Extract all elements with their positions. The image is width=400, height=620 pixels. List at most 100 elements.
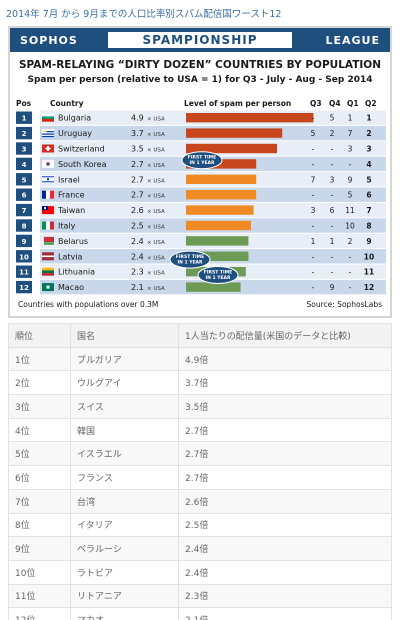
table-cell-country: イタリア — [70, 512, 179, 538]
rank-q4: 5 — [330, 114, 335, 123]
value-label: 3.7 — [131, 129, 144, 138]
country-label: Lithuania — [58, 268, 95, 277]
value-label: 2.4 — [131, 252, 144, 261]
spampionship-infographic: SOPHOS SPAMPIONSHIP LEAGUE SPAM-RELAYING… — [8, 26, 392, 318]
pos-label: 11 — [19, 269, 29, 277]
unit-label: × USA — [147, 225, 165, 231]
page-heading: 2014年 7月 から 9月までの人口比率別スパム配信国ワースト12 — [6, 9, 282, 20]
table-header-amount: 1人当たりの配信量(米国のデータと比較) — [178, 323, 392, 348]
uruguay-flag-icon — [42, 129, 54, 138]
rank-q3: - — [312, 145, 315, 154]
table-cell-amount: 2.7倍 — [178, 417, 392, 443]
rank-q4: - — [331, 160, 334, 169]
pos-box — [16, 157, 32, 171]
rank-q3: - — [312, 160, 315, 169]
pos-label: 4 — [22, 161, 27, 169]
rank-q4: 2 — [330, 129, 335, 138]
unit-label: × USA — [147, 163, 165, 169]
data-bar — [186, 251, 249, 261]
pos-box — [16, 219, 32, 232]
table-cell-rank: 7位 — [8, 488, 71, 514]
switzerland-flag-icon — [42, 144, 54, 153]
rank-q2: 4 — [366, 160, 371, 169]
pos-box — [16, 111, 32, 124]
table-cell-rank: 4位 — [8, 417, 71, 443]
banner-center-box: SPAMPIONSHIP — [106, 30, 294, 50]
value-label: 2.7 — [131, 175, 144, 184]
value-label: 2.4 — [131, 237, 144, 246]
pos-label: 3 — [22, 146, 27, 154]
rank-q1: - — [349, 283, 352, 292]
pos-box — [16, 280, 32, 294]
rank-q2: 5 — [366, 175, 371, 184]
table-row: 6位 フランス 2.7倍 — [8, 465, 392, 490]
country-label: Taiwan — [57, 206, 85, 215]
lithuania-flag-icon — [42, 267, 54, 276]
table-cell-rank: 11位 — [8, 583, 71, 609]
rank-q4: 9 — [330, 283, 335, 292]
pos-box — [16, 173, 32, 186]
value-label: 2.6 — [131, 206, 144, 215]
table-cell-country: 台湾 — [70, 488, 179, 514]
data-bar — [186, 236, 249, 246]
value-label: 2.3 — [131, 268, 144, 277]
rank-q3: 5 — [311, 129, 316, 138]
pos-box — [16, 188, 32, 201]
rank-q2: 7 — [366, 206, 371, 215]
data-bar — [186, 143, 277, 154]
rank-q3: - — [312, 191, 315, 200]
country-label: South Korea — [58, 160, 107, 169]
banner-right-text: LEAGUE — [325, 34, 380, 47]
table-cell-country: リトアニア — [70, 583, 179, 609]
rank-q3: 1 — [311, 237, 316, 246]
table-cell-country: ラトビア — [70, 559, 179, 585]
table-cell-amount: 2.5倍 — [178, 512, 392, 538]
table-cell-amount: 3.7倍 — [178, 370, 392, 396]
country-label: Switzerland — [58, 145, 105, 154]
bulgaria-flag-icon — [42, 113, 54, 122]
table-cell-amount: 2.1倍 — [178, 607, 392, 620]
table-cell-country: ウルグアイ — [70, 370, 179, 396]
table-cell-amount: 4.9倍 — [178, 346, 392, 372]
chart-rows-svg: 1 Bulgaria 4.9 × USA -5 1 12 Uruguay 3.7 × USA 5 2 7… — [16, 110, 386, 295]
value-label: 2.5 — [131, 222, 144, 231]
chart-subtitle: Spam per person (relative to USA = 1) fo… — [27, 75, 373, 85]
country-label: Italy — [58, 222, 76, 231]
pos-box — [16, 203, 32, 217]
ranking-table: 順位 国名 1人当たりの配信量(米国のデータと比較) 1位 ブルガリア 4.9倍 2… — [8, 323, 392, 620]
rank-q2: 10 — [364, 252, 374, 261]
col-head-q4: Q4 — [329, 99, 341, 108]
rank-q1: 10 — [345, 222, 355, 231]
value-label: 4.9 — [131, 114, 144, 123]
rank-q2: 12 — [364, 283, 374, 292]
rank-q2: 8 — [366, 222, 371, 231]
table-cell-country: 韓国 — [70, 417, 179, 443]
value-label: 2.1 — [131, 283, 144, 292]
rank-q4: - — [331, 252, 334, 261]
data-bar — [186, 282, 241, 292]
table-row: 3位 スイス 3.5倍 — [8, 394, 392, 419]
unit-label: × USA — [147, 194, 165, 200]
table-header-row: 順位 国名 1人当たりの配信量(米国のデータと比較) — [8, 323, 392, 348]
pos-box — [16, 126, 32, 140]
macao-flag-icon — [42, 283, 54, 292]
pos-label: 7 — [22, 207, 27, 215]
unit-label: × USA — [147, 240, 165, 246]
table-cell-amount: 2.3倍 — [178, 583, 392, 609]
pos-label: 5 — [22, 176, 27, 184]
table-row: 4位 韓国 2.7倍 — [8, 417, 392, 443]
country-label: Belarus — [58, 237, 88, 246]
badge-text-line1: FIRST TIME — [204, 270, 232, 276]
col-head-level: Level of spam per person — [184, 99, 292, 108]
pos-box — [16, 142, 32, 155]
unit-label: × USA — [147, 209, 165, 215]
table-cell-amount: 2.6倍 — [178, 488, 392, 514]
rank-q2: 9 — [366, 237, 371, 246]
france-flag-icon — [42, 190, 54, 199]
rank-q2: 2 — [366, 129, 371, 138]
data-bar — [186, 205, 254, 215]
rank-q3: - — [312, 252, 315, 261]
table-row: 11位 リトアニア 2.3倍 — [8, 583, 392, 609]
table-cell-country: イスラエル — [70, 441, 179, 467]
pos-label: 1 — [22, 115, 27, 123]
